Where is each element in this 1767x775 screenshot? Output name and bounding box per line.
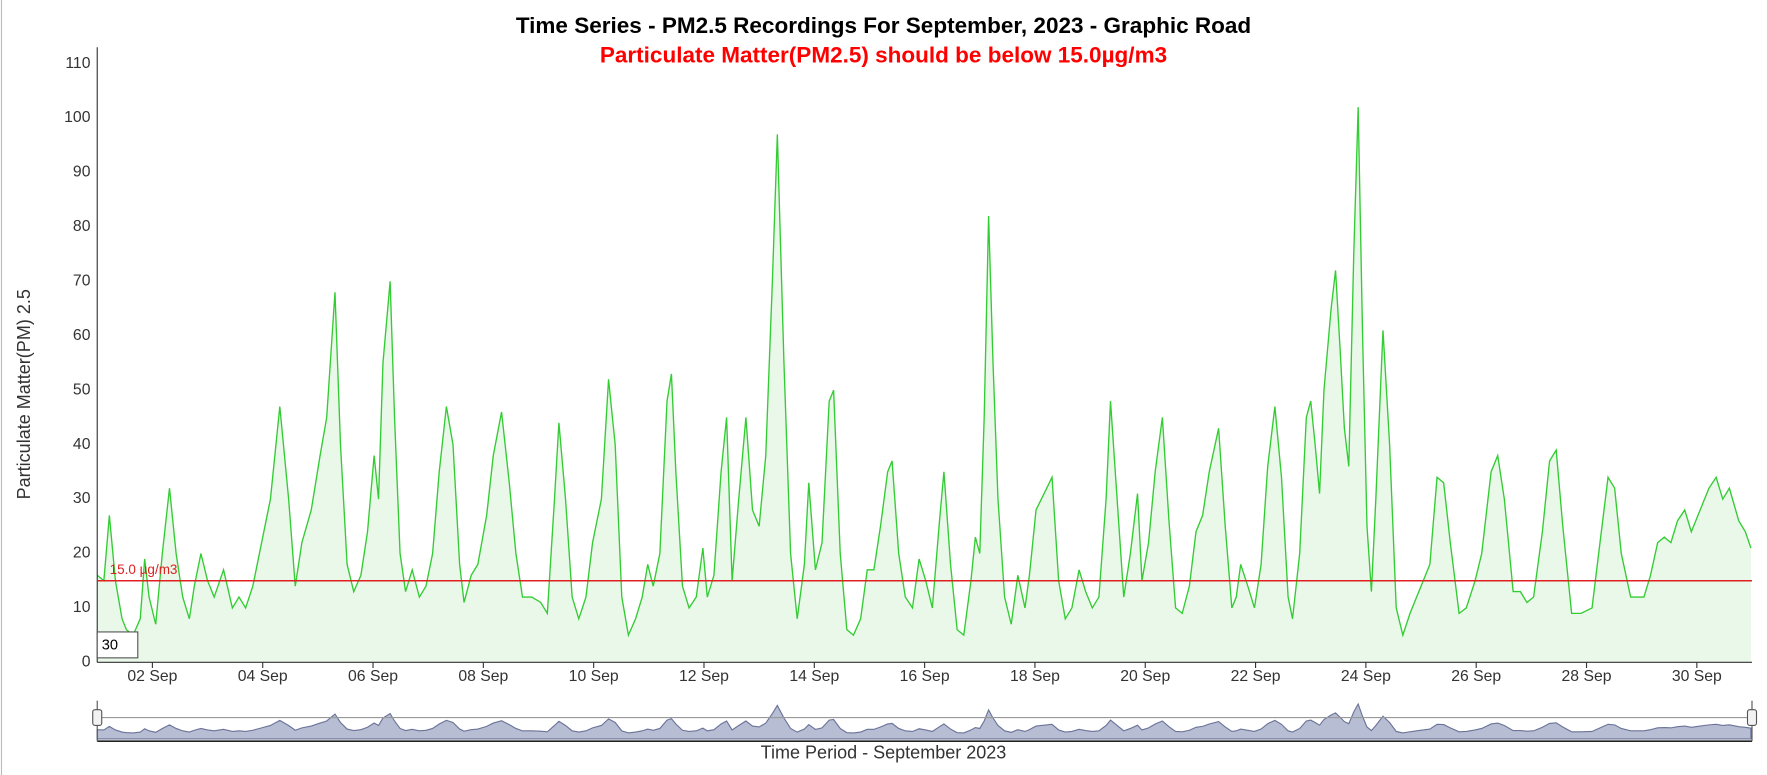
y-tick-label: 50 — [73, 381, 91, 398]
y-tick-label: 60 — [73, 327, 91, 344]
plot-area: 0 10 20 30 40 50 60 70 80 90 100 110 02 Sep 04 Sep 06 … — [64, 47, 1758, 743]
chart-subtitle: Particulate Matter(PM2.5) should be belo… — [600, 42, 1167, 67]
y-tick-label: 80 — [73, 218, 91, 235]
x-tick-label: 08 Sep — [458, 668, 508, 685]
y-tick-label: 20 — [73, 545, 91, 562]
y-tick-label: 0 — [82, 654, 91, 671]
series-line — [96, 107, 1752, 638]
zoom-box[interactable] — [96, 631, 139, 659]
threshold-label: 15.0 µg/m3 — [110, 562, 178, 577]
x-tick-label: 02 Sep — [127, 668, 177, 685]
chart-title: Time Series - PM2.5 Recordings For Septe… — [516, 13, 1251, 38]
x-tick-label: 20 Sep — [1120, 668, 1170, 685]
y-tick-label: 90 — [73, 164, 91, 181]
navigator-handle[interactable] — [92, 709, 103, 726]
y-tick-label: 100 — [64, 109, 91, 126]
x-tick-label: 24 Sep — [1341, 668, 1391, 685]
x-tick-label: 10 Sep — [569, 668, 619, 685]
y-tick-label: 40 — [73, 436, 91, 453]
x-tick-label: 04 Sep — [238, 668, 288, 685]
y-tick-label: 70 — [73, 273, 91, 290]
navigator-area — [96, 702, 1752, 740]
x-tick-label: 14 Sep — [789, 668, 839, 685]
y-tick-label: 110 — [65, 55, 90, 72]
zoom-box-text[interactable]: 30 — [102, 637, 118, 653]
y-tick-label: 10 — [73, 599, 91, 616]
area-fill — [97, 107, 1751, 663]
navigator-label: Time Period - September 2023 — [761, 742, 1007, 762]
x-tick-label: 30 Sep — [1672, 668, 1722, 685]
x-tick-label: 18 Sep — [1010, 668, 1060, 685]
x-tick-label: 06 Sep — [348, 668, 398, 685]
x-tick-label: 16 Sep — [900, 668, 950, 685]
navigator-handle[interactable] — [1746, 709, 1758, 726]
y-tick-label: 30 — [73, 490, 91, 507]
x-tick-label: 12 Sep — [679, 668, 729, 685]
x-tick-label: 22 Sep — [1231, 668, 1281, 685]
x-tick-label: 26 Sep — [1451, 668, 1501, 685]
x-tick-label: 28 Sep — [1562, 668, 1612, 685]
y-axis-label: Particulate Matter(PM) 2.5 — [14, 289, 34, 499]
